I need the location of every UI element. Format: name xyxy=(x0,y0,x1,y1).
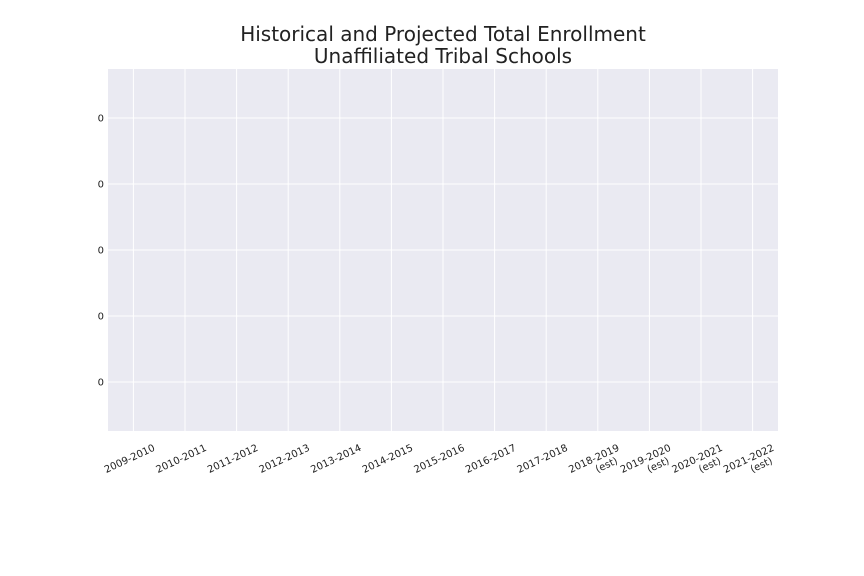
y-tick-label: 0 xyxy=(98,246,104,257)
x-tick-label: 2011-2012 xyxy=(206,443,260,476)
x-tick-label-line: 2010-2011 xyxy=(154,443,208,476)
x-tick-label-line: 2014-2015 xyxy=(361,443,415,476)
x-tick-label: 2016-2017 xyxy=(464,443,518,476)
x-tick-label: 2018-2019(est) xyxy=(567,443,626,486)
y-axis: 0 0 0 0 0 xyxy=(98,114,104,389)
x-tick-label-line: 2011-2012 xyxy=(206,443,260,476)
x-tick-label-line: 2009-2010 xyxy=(103,443,157,476)
y-tick-label: 0 xyxy=(98,114,104,125)
x-tick-label-line: 2015-2016 xyxy=(412,443,466,476)
y-tick-label: 0 xyxy=(98,312,104,323)
x-tick-label: 2009-2010 xyxy=(103,443,157,476)
x-tick-label: 2019-2020(est) xyxy=(619,443,678,486)
x-tick-label: 2021-2022(est) xyxy=(722,443,781,486)
x-tick-label: 2014-2015 xyxy=(361,443,415,476)
grid-layer xyxy=(108,69,778,431)
x-tick-label: 2020-2021(est) xyxy=(670,443,729,486)
chart-title: Historical and Projected Total Enrollmen… xyxy=(240,22,646,46)
x-tick-label: 2013-2014 xyxy=(309,443,363,476)
x-tick-label-line: 2012-2013 xyxy=(258,443,312,476)
y-tick-label: 0 xyxy=(98,180,104,191)
x-tick-label: 2017-2018 xyxy=(516,443,570,476)
y-tick-label: 0 xyxy=(98,378,104,389)
chart-subtitle: Unaffiliated Tribal Schools xyxy=(313,44,573,68)
x-tick-label: 2012-2013 xyxy=(258,443,312,476)
x-tick-label: 2015-2016 xyxy=(412,443,466,476)
x-tick-label-line: 2017-2018 xyxy=(516,443,570,476)
x-tick-label: 2010-2011 xyxy=(154,443,208,476)
x-axis: 2009-20102010-20112011-20122012-20132013… xyxy=(103,443,781,486)
x-tick-label-line: 2016-2017 xyxy=(464,443,518,476)
x-tick-label-line: 2013-2014 xyxy=(309,443,363,476)
